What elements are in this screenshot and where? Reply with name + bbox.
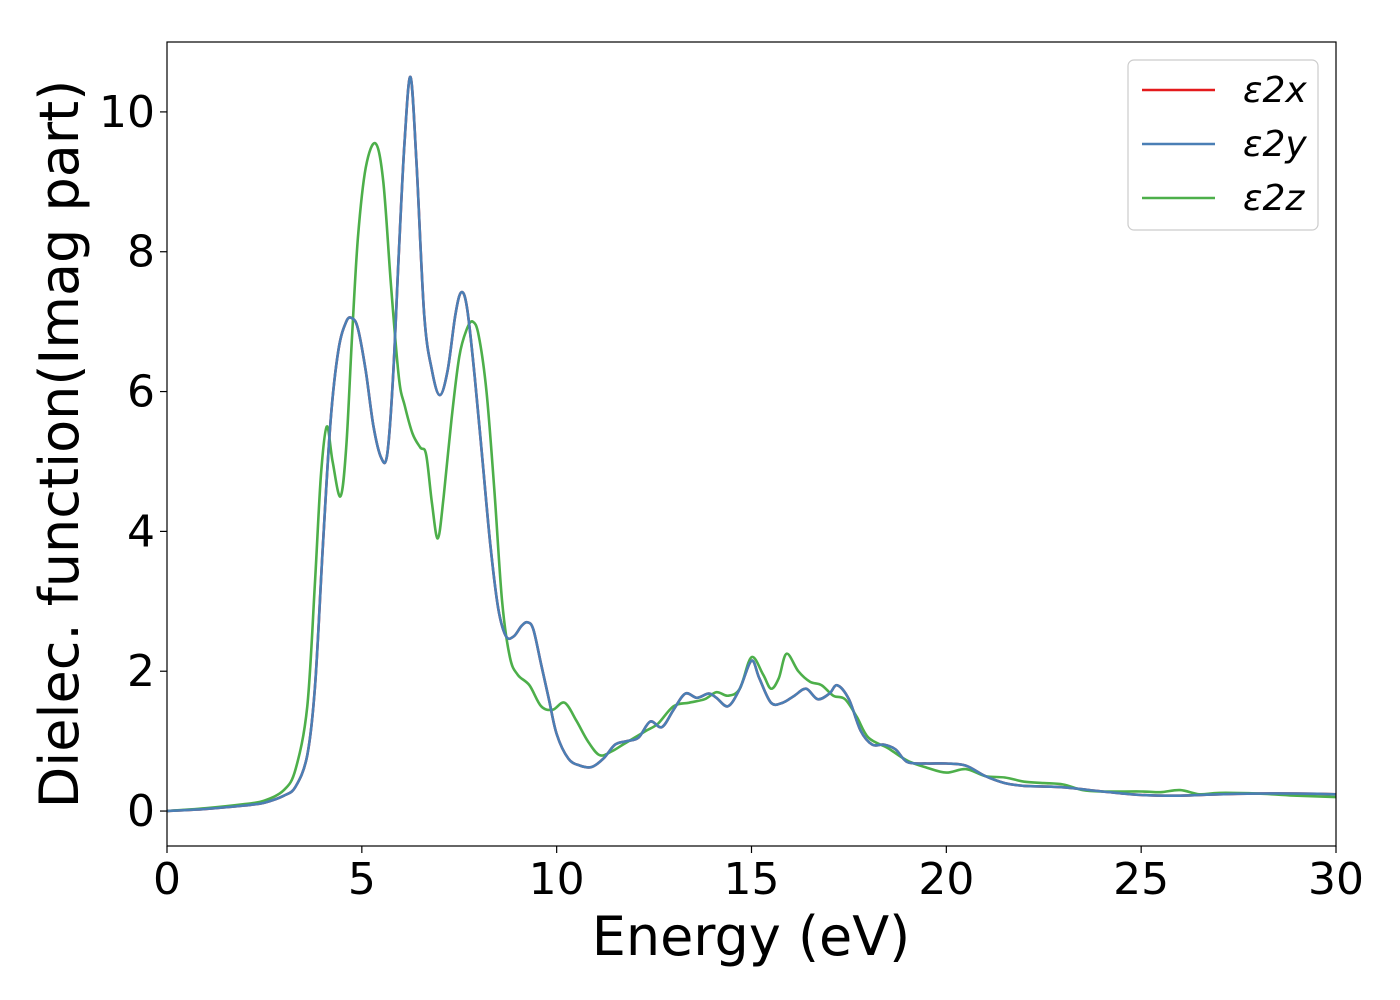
y-tick-label: 6 [127,367,155,418]
x-axis: 0 5 10 15 20 25 30 [153,846,1364,905]
y-axis: 0 2 4 6 8 10 [99,87,167,837]
x-tick-label: 30 [1308,854,1364,905]
legend-label-2: ε2z [1243,178,1305,219]
series-line-1 [166,75,1337,813]
x-tick-label: 10 [529,854,585,905]
y-tick-label: 10 [99,87,155,138]
y-tick-label: 4 [127,506,155,557]
series-line-2 [166,141,1337,813]
legend-box [1127,59,1319,231]
legend-entries: ε2x ε2y ε2z [1142,70,1307,219]
legend: ε2x ε2y ε2z [1127,59,1319,231]
x-tick-label: 20 [918,854,974,905]
y-axis-title: Dielec. function(Imag part) [28,80,91,809]
legend-label-0: ε2x [1243,70,1307,111]
x-tick-label: 5 [348,854,376,905]
x-tick-label: 15 [724,854,780,905]
series-layer [166,75,1337,813]
x-tick-label: 25 [1113,854,1169,905]
y-tick-label: 0 [127,786,155,837]
y-tick-label: 2 [127,646,155,697]
x-axis-title: Energy (eV) [592,905,911,968]
x-tick-label: 0 [153,854,181,905]
legend-label-1: ε2y [1243,124,1307,165]
y-tick-label: 8 [127,227,155,278]
